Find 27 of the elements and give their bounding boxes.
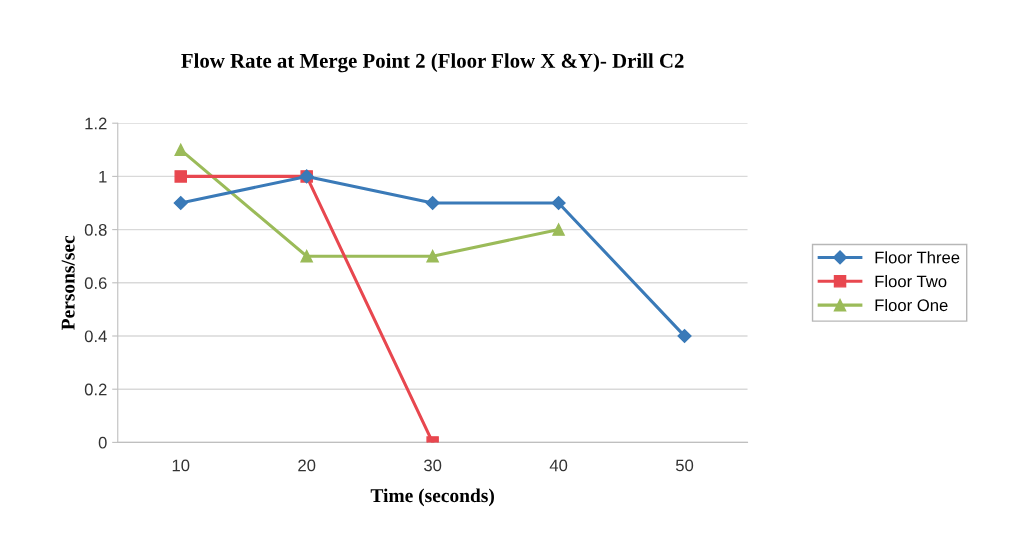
y-tick-label: 0.4: [84, 330, 107, 343]
point: [426, 249, 439, 263]
x-tick-label: 30: [424, 459, 442, 472]
point: [173, 195, 188, 211]
y-tick-label: 1: [99, 170, 107, 183]
point: [551, 195, 566, 211]
y-tick-label: 0.2: [84, 383, 107, 396]
x-tick-label: 40: [549, 459, 568, 472]
y-tick-label: 0: [98, 436, 107, 449]
point: [174, 143, 187, 157]
point: [300, 249, 313, 263]
point: [174, 170, 187, 183]
y-tick-label: 0.6: [84, 277, 107, 289]
y-tick-label: 0.8: [84, 224, 107, 236]
legend-label: Floor Two: [875, 275, 947, 288]
x-tick-label: 50: [675, 459, 694, 472]
point: [425, 195, 440, 211]
chart-title: Flow Rate at Merge Point 2 (Floor Flow X &Y)- Drill C2: [181, 53, 684, 73]
point: [552, 223, 565, 236]
point: [677, 328, 692, 344]
y-axis-title: Persons/sec: [61, 235, 75, 330]
x-tick-label: 20: [298, 459, 316, 472]
y-tick-label: 1.2: [85, 117, 107, 130]
legend-label: Floor One: [875, 298, 948, 312]
x-tick-label: 10: [172, 459, 190, 472]
legend-label: Floor Three: [875, 251, 960, 264]
x-axis-title: Time (seconds): [370, 488, 494, 507]
